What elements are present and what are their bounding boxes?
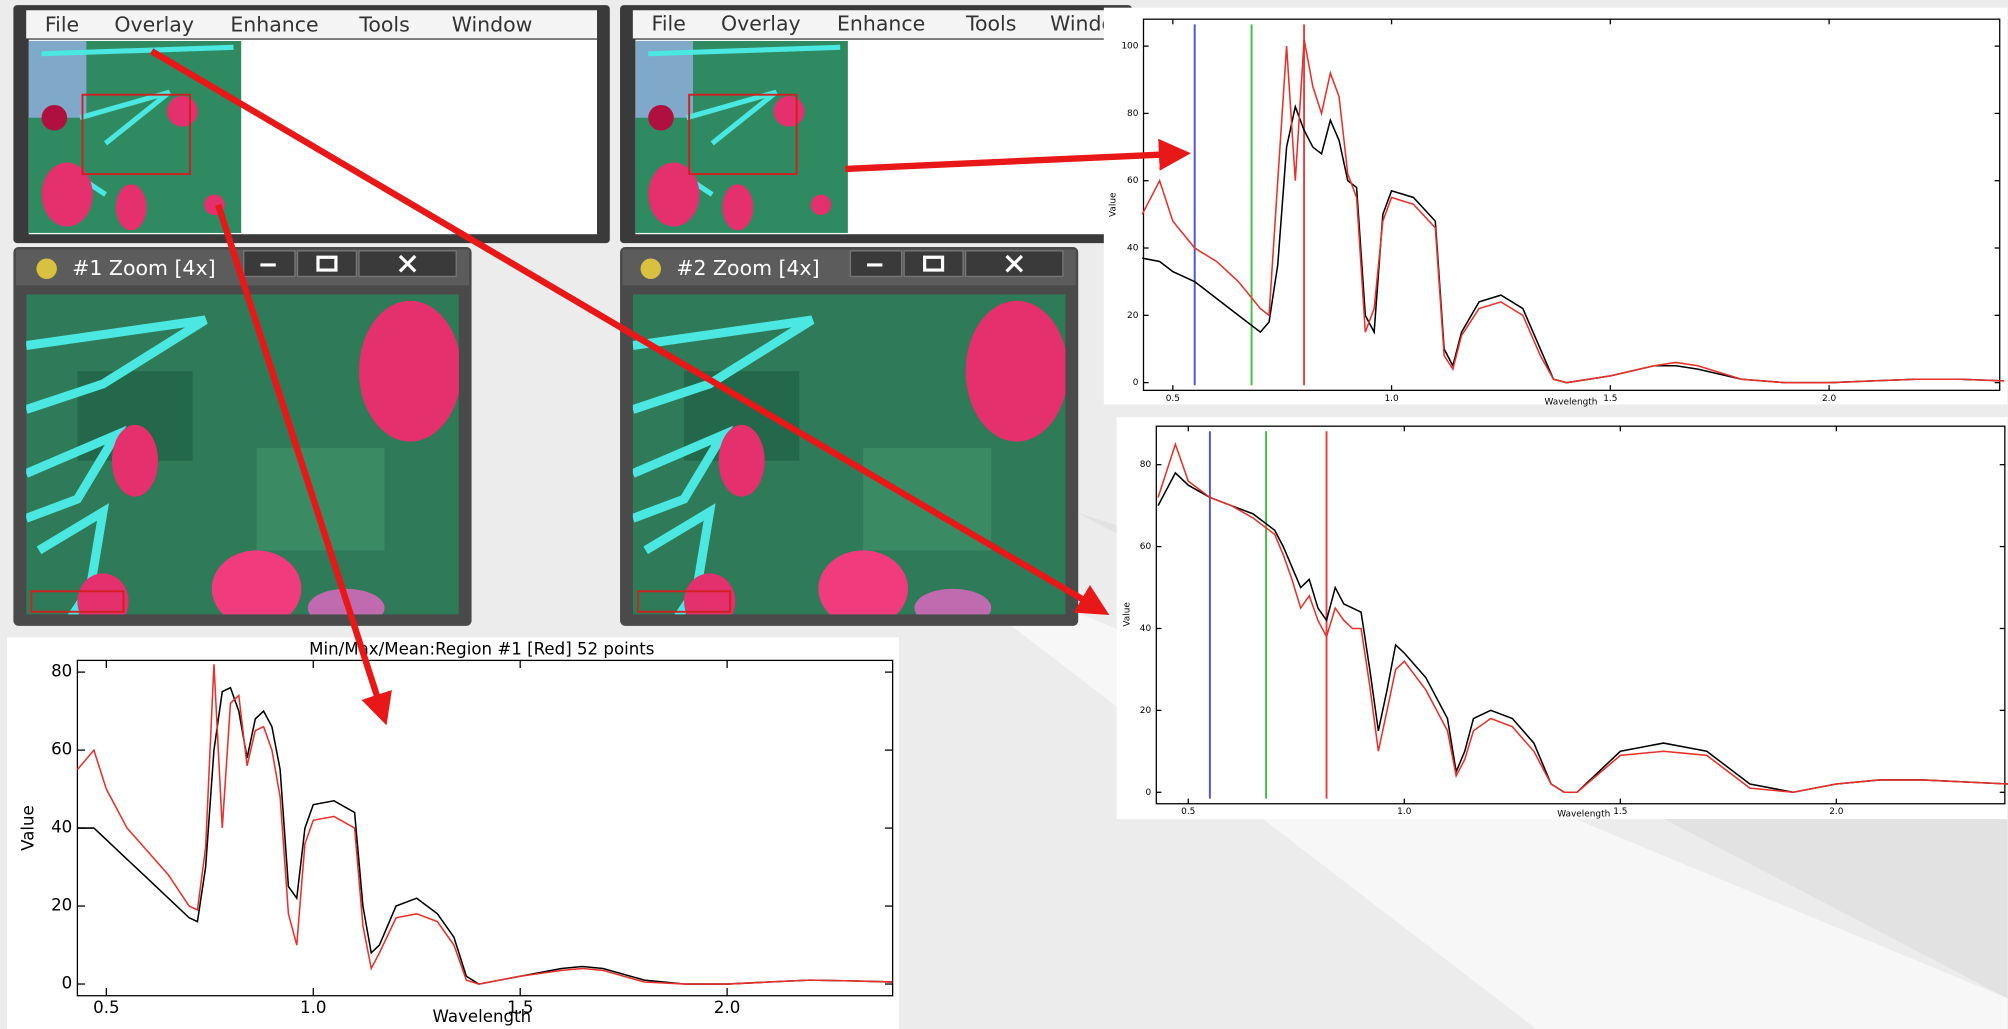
menu-item[interactable]: Tools [965,11,1016,35]
y-tick-label: 60 [1127,176,1139,186]
y-tick-label: 40 [1140,624,1152,634]
y-tick-label: 40 [1127,244,1139,254]
y-tick-label: 80 [51,662,72,681]
y-axis-label: Value [1108,192,1118,217]
y-tick-label: 80 [1127,109,1139,119]
menu-item[interactable]: Tools [358,13,409,37]
window-title: #2 Zoom [4x] [676,256,819,280]
y-tick-label: 80 [1140,460,1152,470]
y-tick-label: 0 [62,974,73,993]
y-tick-label: 60 [51,740,72,759]
y-tick-label: 100 [1121,42,1138,52]
x-tick-label: 2.0 [1829,807,1844,817]
menu-item[interactable]: Enhance [230,13,318,37]
x-tick-label: 1.0 [300,998,326,1017]
menu-item[interactable]: Overlay [721,11,801,35]
zoom-window: #1 Zoom [4x] [13,247,471,630]
y-axis-label: Value [18,805,37,851]
x-tick-label: 1.5 [1613,807,1627,817]
x-tick-label: 1.0 [1384,394,1399,404]
menu-item[interactable]: Window [452,13,533,37]
x-axis-label: Wavelength [1544,397,1597,407]
menu-item[interactable]: File [652,11,686,35]
maximize-button[interactable] [904,251,963,277]
menu-item[interactable]: File [45,13,79,37]
y-tick-label: 20 [1127,311,1139,321]
x-tick-label: 2.0 [1822,394,1837,404]
x-tick-label: 0.5 [1181,807,1195,817]
x-tick-label: 1.5 [1603,394,1617,404]
maximize-button[interactable] [298,251,357,277]
menu-item[interactable]: Enhance [837,11,925,35]
zoom-window: #2 Zoom [4x] [620,247,1078,630]
x-axis-label: Wavelength [1557,809,1610,819]
plot-window [1117,417,2008,819]
x-tick-label: 2.0 [714,998,740,1017]
x-axis-label: Wavelength [433,1007,532,1026]
y-tick-label: 20 [51,896,72,915]
y-tick-label: 0 [1133,378,1139,388]
image-window: File Overlay Enhance Tools Window [13,5,609,243]
image-window: File Overlay Enhance Tools Window [620,5,1135,243]
window-title: #1 Zoom [4x] [72,256,215,280]
plot-window [7,637,899,1029]
plot-window [1104,8,2008,405]
screenshot: File Overlay Enhance Tools Window File O… [0,0,2008,1029]
x-tick-label: 0.5 [93,998,119,1017]
x-tick-label: 0.5 [1166,394,1180,404]
y-axis-label: Value [1122,602,1132,627]
y-tick-label: 40 [51,818,72,837]
y-tick-label: 60 [1140,542,1152,552]
page: File Overlay Enhance Tools Window File O… [0,0,2008,1029]
menu-item[interactable]: Overlay [114,13,194,37]
y-tick-label: 20 [1140,706,1152,716]
x-tick-label: 1.0 [1397,807,1412,817]
y-tick-label: 0 [1145,788,1151,798]
